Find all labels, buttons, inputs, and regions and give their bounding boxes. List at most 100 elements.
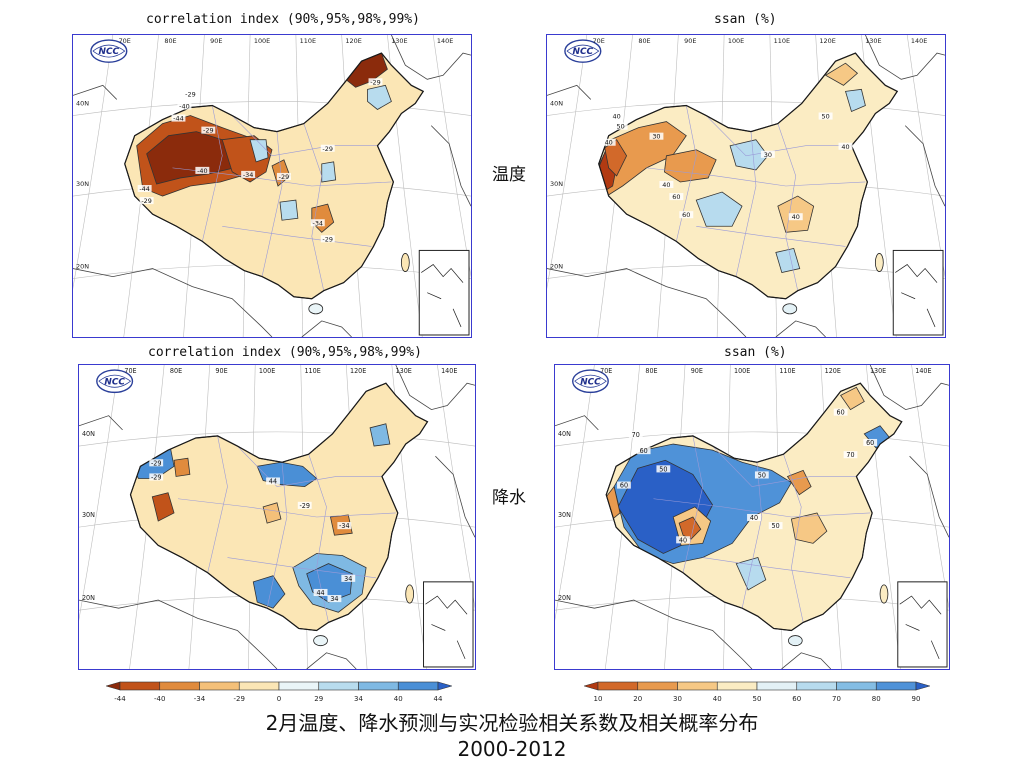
colorbar-segment — [199, 681, 240, 691]
lon-tick-label: 80E — [638, 37, 650, 45]
panel-title-prec-ssan: ssan (%) — [724, 345, 787, 360]
svg-text:40: 40 — [750, 514, 758, 522]
contour-region — [252, 575, 286, 609]
contour-label: 34 — [341, 574, 356, 583]
contour-label: -29 — [149, 459, 164, 467]
south-china-sea-inset — [897, 581, 948, 668]
map-panel-temp-ssan: NCC 70E 80E 90E 100E 110E 120E 130E 140E 40N 30N 20… — [546, 34, 946, 338]
svg-text:34: 34 — [330, 595, 338, 603]
colorbar-segment — [756, 681, 798, 691]
colorbar-tick-label: 90 — [912, 695, 921, 703]
svg-text:-29: -29 — [322, 145, 333, 153]
contour-label: 60 — [679, 211, 694, 219]
lon-tick-label: 120E — [345, 37, 361, 45]
colorbar-tick-label: 0 — [277, 695, 281, 703]
lon-tick-label: 140E — [915, 367, 931, 375]
svg-text:40: 40 — [605, 139, 613, 147]
contour-label: 50 — [768, 522, 783, 530]
svg-text:-29: -29 — [370, 78, 381, 86]
contour-label: -29 — [149, 473, 164, 482]
colorbar-tick-label: 60 — [792, 695, 801, 703]
contour-region — [151, 492, 175, 522]
ncc-logo: NCC — [90, 39, 128, 63]
contour-label: -34 — [337, 522, 352, 530]
lon-tick-label: 80E — [164, 37, 176, 45]
svg-text:34: 34 — [344, 575, 352, 583]
svg-text:-40: -40 — [179, 102, 190, 110]
contour-label: 60 — [863, 439, 878, 447]
colorbar-end-high — [915, 681, 930, 691]
contour-region — [790, 512, 828, 544]
svg-text:-29: -29 — [151, 473, 162, 481]
lon-tick-label: 110E — [774, 37, 790, 45]
svg-text:60: 60 — [866, 439, 874, 447]
contour-label: 40 — [838, 142, 853, 151]
lon-tick-label: 100E — [734, 367, 750, 375]
colorbar-segment — [716, 681, 758, 691]
map-panel-prec-corr: NCC 70E 80E 90E 100E 110E 120E 130E 140E 40N 30N 20… — [78, 364, 476, 670]
ncc-logo: NCC — [572, 369, 609, 394]
province-borders — [653, 435, 871, 623]
contour-label: 40 — [788, 213, 803, 221]
contour-label: 60 — [833, 409, 848, 417]
map-panel-prec-ssan: NCC 70E 80E 90E 100E 110E 120E 130E 140E 40N 30N 20… — [554, 364, 950, 670]
lon-tick-label: 120E — [825, 367, 841, 375]
contour-label: 34 — [327, 595, 342, 603]
south-china-sea-inset — [423, 581, 474, 668]
ncc-logo: NCC — [96, 369, 134, 394]
lon-tick-label: 100E — [259, 367, 275, 375]
svg-text:40: 40 — [841, 143, 849, 151]
lon-tick-label: 140E — [437, 37, 453, 45]
colorbar-tick-label: 29 — [314, 695, 323, 703]
colorbar-segment — [597, 681, 639, 691]
colorbar-correlation: -44 -40 -34 -29 0 29 34 40 44 — [106, 681, 452, 703]
contour-label: 60 — [636, 447, 651, 455]
contour-region — [321, 161, 337, 183]
contour-region — [279, 199, 299, 221]
svg-text:60: 60 — [682, 211, 690, 219]
contour-label: -40 — [177, 102, 192, 110]
colorbar-tick-label: 40 — [713, 695, 722, 703]
lon-tick-label: 70E — [593, 37, 605, 45]
lon-tick-label: 80E — [170, 367, 182, 375]
contour-region — [824, 62, 859, 86]
contour-label: -29 — [320, 235, 335, 243]
coastlines — [547, 35, 945, 337]
colorbar-segment — [637, 681, 678, 691]
contour-label: 40 — [609, 112, 624, 121]
contour-label: 50 — [613, 122, 628, 131]
coastlines — [555, 365, 949, 669]
svg-text:-44: -44 — [173, 115, 184, 123]
china-outline — [598, 52, 898, 300]
contour-label: -44 — [171, 114, 186, 123]
lon-tick-label: 90E — [684, 37, 696, 45]
colorbar-tick-label: -40 — [154, 695, 165, 703]
contour-label: -29 — [183, 90, 198, 98]
contour-region — [663, 149, 717, 183]
svg-text:40: 40 — [613, 113, 621, 121]
colorbar-segment — [875, 681, 917, 691]
colorbar-tick-label: 34 — [354, 695, 363, 703]
contour-fills — [598, 62, 866, 274]
contour-label: 40 — [659, 180, 674, 189]
contour-region — [695, 191, 743, 227]
lon-tick-label: 140E — [441, 367, 457, 375]
contour-label: -34 — [310, 219, 325, 227]
contour-region — [367, 84, 392, 110]
lon-tick-label: 120E — [819, 37, 835, 45]
province-borders — [177, 435, 396, 623]
svg-text:60: 60 — [672, 193, 680, 201]
row-label-temperature: 温度 — [492, 165, 526, 185]
colorbar-tick-label: 30 — [673, 695, 682, 703]
lon-tick-label: 140E — [911, 37, 927, 45]
colorbar-segment — [796, 681, 837, 691]
colorbar-end-low — [106, 681, 121, 691]
contour-label: -29 — [139, 197, 154, 205]
svg-text:-29: -29 — [151, 459, 162, 467]
colorbar-segment — [159, 681, 200, 691]
colorbar-segment — [677, 681, 718, 691]
contour-fills — [136, 53, 392, 233]
lon-tick-label: 130E — [391, 37, 407, 45]
svg-text:30: 30 — [652, 133, 660, 141]
lon-tick-label: 130E — [865, 37, 881, 45]
